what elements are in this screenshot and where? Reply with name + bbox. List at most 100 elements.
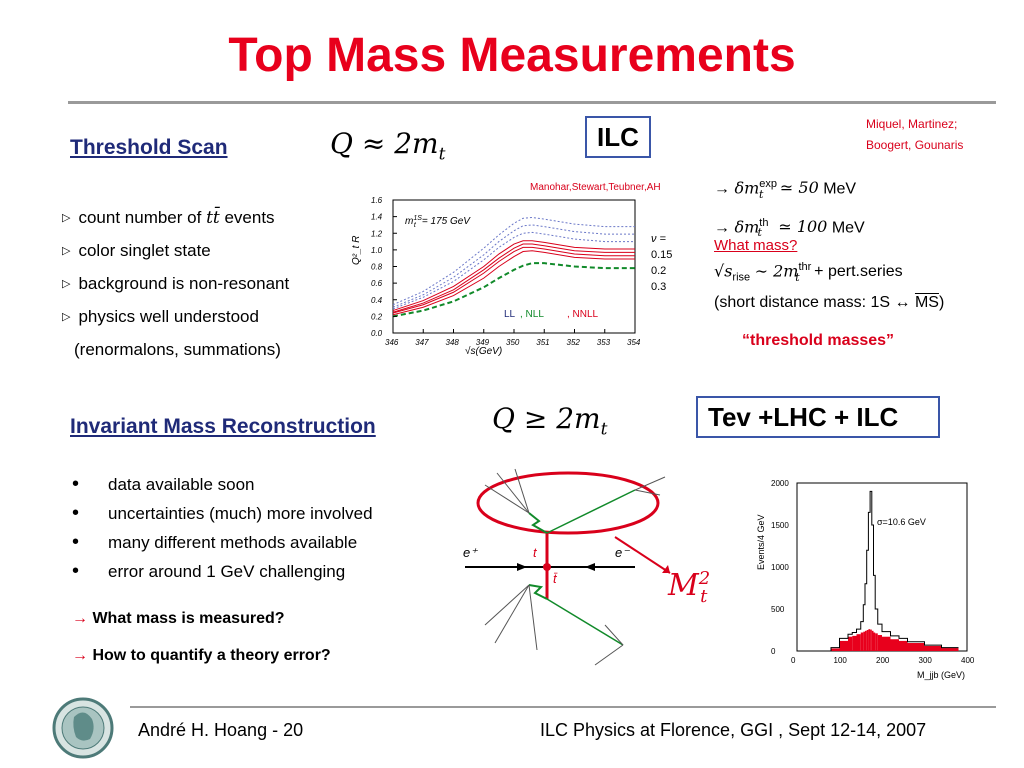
legend-ll: LL	[504, 309, 516, 320]
threshold-masses-quote: “threshold masses”	[742, 332, 895, 349]
ilc-box: ILC	[585, 116, 651, 158]
beam-arrow-icon	[517, 563, 527, 571]
nu-value: 0.3	[651, 281, 666, 293]
electron-label: e⁻	[615, 545, 630, 560]
y-tick-label: 1.2	[371, 229, 383, 238]
y-tick-label: 1500	[771, 521, 789, 530]
item-suffix: events	[224, 208, 275, 227]
y-tick-labels: 0 500 1000 1500 2000	[771, 479, 789, 656]
what-mass-label: What mass?	[714, 237, 798, 254]
nu-label: ν =	[651, 233, 667, 245]
histogram-outline	[822, 490, 959, 652]
x-tick-label: 352	[567, 338, 581, 347]
anno-sub: t	[414, 222, 417, 229]
w-boson	[528, 584, 548, 600]
arrow-icon: →	[72, 647, 88, 664]
arrowhead-icon	[662, 565, 670, 573]
y-axis-label: Q²_t R	[351, 236, 362, 265]
result-unit: MeV	[823, 180, 857, 198]
x-tick-label: 347	[415, 338, 429, 347]
y-tick-label: 0.4	[371, 296, 383, 305]
list-item: (renormalons, summations)	[62, 333, 342, 366]
y-tick-label: 1000	[771, 563, 789, 572]
threshold-scan-heading: Threshold Scan	[70, 136, 228, 159]
tev-lhc-ilc-box: Tev +LHC + ILC	[696, 396, 940, 438]
y-tick-label: 0.8	[371, 263, 383, 272]
histogram-bar	[875, 633, 878, 651]
arrow-icon: →	[72, 610, 88, 627]
question-text: How to quantify a theory error?	[92, 647, 331, 664]
rise-sup: thr	[798, 261, 812, 273]
histogram-bar	[899, 640, 908, 651]
short-distance-mass: (short distance mass: 1S ↔ MS)	[714, 294, 944, 312]
antitop-label: t̄	[553, 571, 558, 586]
vertex	[543, 563, 551, 571]
reference-authors: Miquel, Martinez; Boogert, Gounaris	[866, 114, 963, 156]
histogram-bar	[907, 643, 925, 651]
rise-rest: + pert.series	[814, 263, 903, 281]
threshold-plot: Manohar,Stewart,Teubner,AH 346 347 348 349 3…	[351, 182, 672, 357]
histogram-bar	[868, 629, 871, 651]
y-tick-label: 1.0	[371, 246, 383, 255]
rise-lhs-sub: rise	[732, 271, 751, 284]
reference-line: Miquel, Martinez;	[866, 117, 958, 131]
result-symbol: δm	[734, 178, 760, 198]
x-tick-label: 400	[961, 656, 975, 665]
title-rule	[68, 101, 996, 104]
condition-text: Q ≈ 2m	[330, 127, 439, 160]
x-tick-label: 100	[834, 656, 848, 665]
x-tick-label: 354	[627, 338, 641, 347]
x-axis-label: √s(GeV)	[465, 345, 502, 357]
result-unit: MeV	[831, 218, 865, 236]
histogram-bar	[871, 630, 874, 651]
feynman-diagram: e⁺ e⁻ t t̄	[463, 468, 671, 666]
histogram-bar	[870, 629, 872, 651]
item-text: physics well understood	[78, 307, 259, 326]
highlight-ellipse	[476, 471, 660, 535]
question-line: → How to quantify a theory error?	[72, 647, 331, 665]
footer-event: ILC Physics at Florence, GGI , Sept 12-1…	[540, 720, 927, 740]
plot-reference: Manohar,Stewart,Teubner,AH	[530, 182, 661, 193]
rise-relation: ∼ 2m	[754, 261, 799, 281]
b-jet	[546, 598, 624, 646]
b-jet	[546, 489, 636, 534]
question-text: What mass is measured?	[92, 610, 285, 627]
x-tick-label: 353	[597, 338, 611, 347]
series-line	[392, 224, 635, 308]
invariant-condition: Q ≥ 2mt	[492, 402, 607, 440]
m2-text: M	[668, 568, 699, 603]
pointer-arrow	[614, 536, 671, 574]
histogram-bar	[860, 632, 864, 651]
short-post: )	[938, 294, 945, 311]
condition-sub: t	[600, 419, 608, 440]
histogram-bar	[882, 636, 891, 651]
y-tick-label: 2000	[771, 479, 789, 488]
triangle-bullet-icon: ▷	[62, 278, 71, 291]
footer-rule	[130, 706, 996, 708]
item-text: data available soon	[108, 475, 255, 494]
histogram-bar	[877, 635, 882, 651]
mass-annotation: m1S t = 175 GeV	[405, 215, 471, 229]
y-tick-label: 0.6	[371, 279, 383, 288]
result-relation: ≃ 50	[779, 178, 819, 198]
item-text: many different methods available	[108, 533, 358, 552]
triangle-bullet-icon: ▷	[62, 311, 71, 324]
x-tick-label: 350	[506, 338, 520, 347]
triangle-bullet-icon: ▷	[62, 245, 71, 258]
beam-arrow-icon	[585, 563, 595, 571]
item-text: error around 1 GeV challenging	[108, 562, 346, 581]
histogram-bar	[941, 648, 959, 651]
y-tick-label: 1.4	[371, 213, 383, 222]
histogram-bar	[873, 632, 876, 651]
item-text: (renormalons, summations)	[74, 340, 281, 359]
m2-sup: 2	[698, 568, 711, 589]
y-tick-label: 1.6	[371, 196, 383, 205]
positron-label: e⁺	[463, 545, 478, 560]
histogram-bar	[866, 630, 869, 651]
short-pre: (short distance mass: 1S ↔	[714, 294, 911, 311]
arrow-icon: →	[714, 180, 730, 198]
anno-post: = 175 GeV	[422, 216, 471, 227]
series-line	[392, 243, 635, 313]
list-item: • error around 1 GeV challenging	[72, 557, 452, 586]
x-tick-labels: 0 100 200 300 400	[791, 656, 975, 665]
